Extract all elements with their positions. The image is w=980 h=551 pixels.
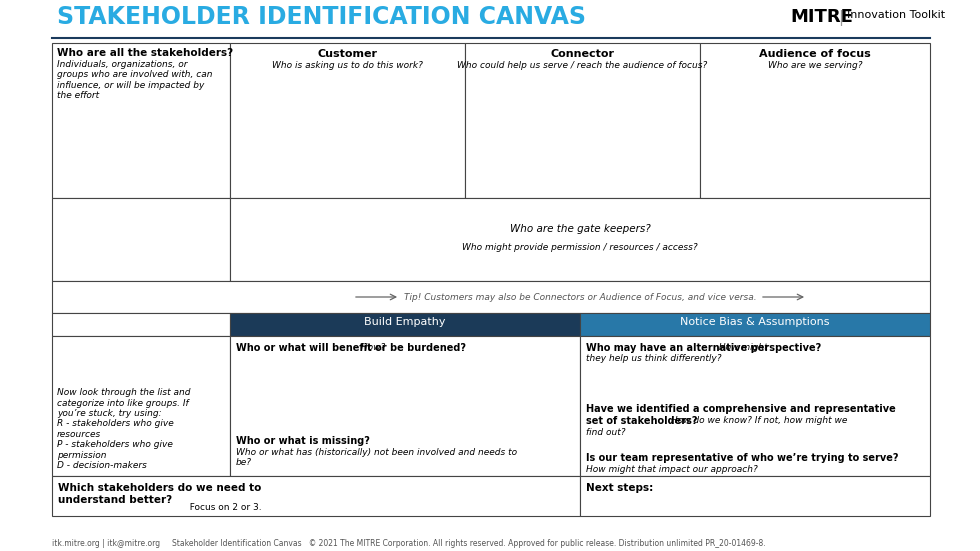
Text: Who or what will benefit or be burdened?: Who or what will benefit or be burdened? bbox=[236, 343, 466, 353]
Text: How?: How? bbox=[358, 343, 385, 352]
Text: Who are the gate keepers?: Who are the gate keepers? bbox=[510, 224, 651, 235]
Text: they help us think differently?: they help us think differently? bbox=[586, 354, 721, 363]
Text: Build Empathy: Build Empathy bbox=[365, 317, 446, 327]
Bar bbox=[52, 336, 230, 476]
Bar bbox=[52, 313, 230, 336]
Bar bbox=[52, 281, 930, 313]
Text: Which stakeholders do we need to
understand better?: Which stakeholders do we need to underst… bbox=[58, 483, 262, 505]
Bar bbox=[580, 313, 930, 336]
Text: find out?: find out? bbox=[586, 428, 625, 437]
Text: itk.mitre.org | itk@mitre.org     Stakeholder Identification Canvas   © 2021 The: itk.mitre.org | itk@mitre.org Stakeholde… bbox=[52, 539, 765, 548]
Text: Connector: Connector bbox=[551, 49, 614, 59]
Text: MITRE: MITRE bbox=[790, 8, 853, 26]
Text: Notice Bias & Assumptions: Notice Bias & Assumptions bbox=[680, 317, 830, 327]
Bar bbox=[52, 43, 230, 198]
Bar bbox=[230, 43, 465, 198]
Bar bbox=[230, 313, 580, 336]
Text: Who or what is missing?: Who or what is missing? bbox=[236, 436, 369, 446]
Text: Who is asking us to do this work?: Who is asking us to do this work? bbox=[272, 61, 423, 70]
Text: |: | bbox=[838, 10, 843, 26]
Text: Who or what has (historically) not been involved and needs to
be?: Who or what has (historically) not been … bbox=[236, 448, 517, 467]
Text: Now look through the list and
categorize into like groups. If
you’re stuck, try : Now look through the list and categorize… bbox=[57, 388, 190, 470]
Bar bbox=[230, 336, 580, 476]
Bar bbox=[580, 476, 930, 516]
Text: Who may have an alternative perspective?: Who may have an alternative perspective? bbox=[586, 343, 821, 353]
Text: How do we know? If not, how might we: How do we know? If not, how might we bbox=[668, 416, 848, 425]
Text: Focus on 2 or 3.: Focus on 2 or 3. bbox=[184, 503, 262, 512]
Text: Who could help us serve / reach the audience of focus?: Who could help us serve / reach the audi… bbox=[458, 61, 708, 70]
Text: Customer: Customer bbox=[318, 49, 377, 59]
Text: Tip! Customers may also be Connectors or Audience of Focus, and vice versa.: Tip! Customers may also be Connectors or… bbox=[404, 293, 757, 302]
Text: How might that impact our approach?: How might that impact our approach? bbox=[586, 465, 758, 474]
Text: Innovation Toolkit: Innovation Toolkit bbox=[847, 10, 945, 20]
Text: Have we identified a comprehensive and representative: Have we identified a comprehensive and r… bbox=[586, 404, 896, 414]
Text: Who are all the stakeholders?: Who are all the stakeholders? bbox=[57, 48, 233, 58]
Text: Is our team representative of who we’re trying to serve?: Is our team representative of who we’re … bbox=[586, 453, 899, 463]
Bar bbox=[700, 43, 930, 198]
Text: Who might provide permission / resources / access?: Who might provide permission / resources… bbox=[463, 242, 698, 251]
Text: set of stakeholders?: set of stakeholders? bbox=[586, 416, 698, 426]
Bar bbox=[465, 43, 700, 198]
Text: Audience of focus: Audience of focus bbox=[760, 49, 871, 59]
Text: Individuals, organizations, or
groups who are involved with, can
influence, or w: Individuals, organizations, or groups wh… bbox=[57, 60, 213, 100]
Bar bbox=[580, 336, 930, 476]
Bar bbox=[52, 198, 230, 281]
Bar bbox=[52, 476, 580, 516]
Text: Who are we serving?: Who are we serving? bbox=[767, 61, 862, 70]
Text: STAKEHOLDER IDENTIFICATION CANVAS: STAKEHOLDER IDENTIFICATION CANVAS bbox=[57, 5, 586, 29]
Text: How might: How might bbox=[716, 343, 767, 352]
Text: Next steps:: Next steps: bbox=[586, 483, 654, 493]
Bar bbox=[230, 198, 930, 281]
